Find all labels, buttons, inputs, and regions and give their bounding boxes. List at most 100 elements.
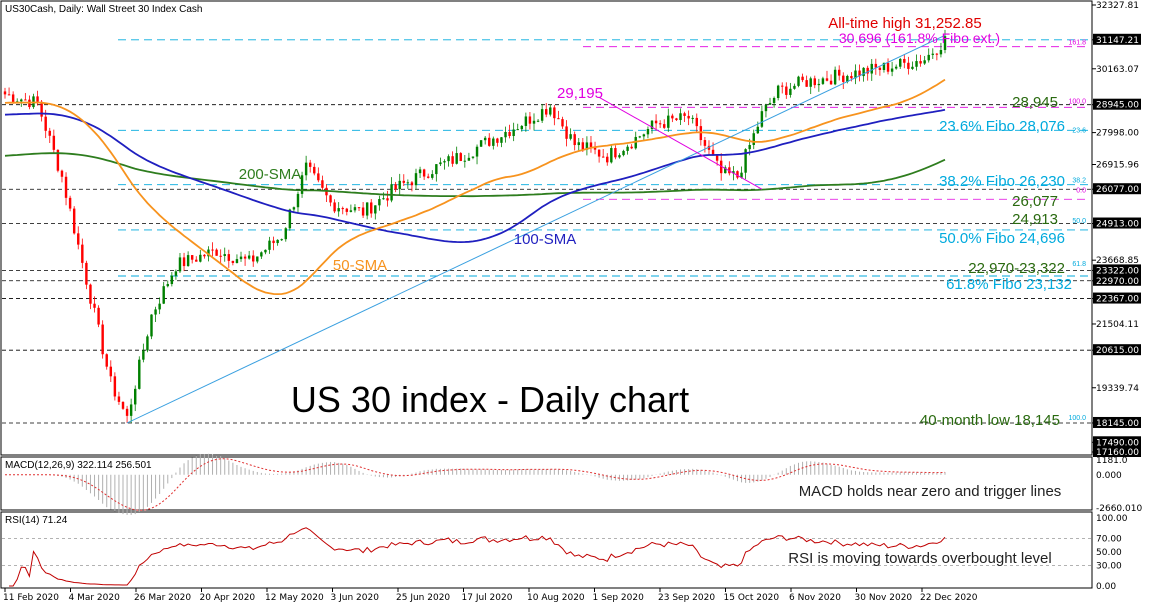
price-axis-label: 20615.00 xyxy=(1096,346,1139,356)
candle-body xyxy=(907,62,910,69)
candle-body xyxy=(81,244,84,263)
candle-body xyxy=(581,142,585,150)
candle-body xyxy=(752,133,755,145)
candle-body xyxy=(540,109,544,121)
price-axis-label: 22970.00 xyxy=(1096,277,1139,287)
candle-body xyxy=(557,118,560,120)
candle-body xyxy=(488,137,491,146)
x-axis-label: 10 Aug 2020 xyxy=(527,593,585,603)
x-axis-label: 4 Mar 2020 xyxy=(69,593,121,603)
candle-body xyxy=(239,256,243,260)
candle-body xyxy=(129,404,133,416)
candle-body xyxy=(878,67,882,70)
rsi-panel xyxy=(0,511,1093,589)
price-axis-box xyxy=(1093,98,1141,110)
fibo-tag: 0.0 xyxy=(1076,188,1086,195)
candle-body xyxy=(638,136,642,138)
candle-body xyxy=(406,182,410,184)
candle-body xyxy=(231,260,235,263)
candle-body xyxy=(870,63,873,74)
candle-body xyxy=(740,172,743,178)
candle-body xyxy=(512,129,515,137)
candle-body xyxy=(544,109,548,115)
x-axis-label: 1 Sep 2020 xyxy=(593,593,645,603)
candle-body xyxy=(125,408,129,416)
candle-body xyxy=(931,53,935,55)
candle-body xyxy=(48,130,51,136)
trend-lines xyxy=(126,34,946,424)
fibo-tag: 161.8 xyxy=(1068,40,1086,47)
price-axis-label: 31147.21 xyxy=(1096,36,1139,46)
candle-body xyxy=(650,120,654,130)
candle-body xyxy=(577,142,580,146)
candle-body xyxy=(837,69,841,76)
candle-body xyxy=(687,115,690,119)
price-axis-box xyxy=(1093,264,1141,276)
fibo-tag: 50.0 xyxy=(1072,218,1086,225)
sma200-line xyxy=(4,152,946,198)
candle-body xyxy=(44,116,47,131)
fibo-236-label: 23.6% Fibo 28,076 xyxy=(939,118,1065,135)
fibo-tag: 100.0 xyxy=(1068,98,1086,105)
price-axis-box xyxy=(1093,33,1141,45)
candle-body xyxy=(284,228,287,240)
candle-body xyxy=(272,240,275,244)
candle-body xyxy=(654,120,658,124)
candle-body xyxy=(825,78,829,81)
macd-series xyxy=(5,453,946,515)
candle-body xyxy=(850,75,853,79)
candle-body xyxy=(7,94,11,96)
axis-labels: 32327.81 31147.21 30163.07 28945.00 27998.00… xyxy=(3,1,1142,603)
candle-body xyxy=(414,173,418,186)
ath-label: All-time high 31,252.85 xyxy=(828,15,981,32)
candle-body xyxy=(561,119,564,127)
candle-body xyxy=(447,156,450,162)
x-axis-label: 25 Jun 2020 xyxy=(396,593,450,603)
candle-body xyxy=(235,259,239,263)
candle-body xyxy=(463,160,467,162)
candle-body xyxy=(915,61,918,67)
candle-body xyxy=(829,80,833,85)
price-axis-box xyxy=(1093,292,1141,304)
candle-body xyxy=(504,131,507,138)
sma100-label: 100-SMA xyxy=(514,231,577,248)
price-axis-label: 17160.00 xyxy=(1096,448,1139,458)
candle-body xyxy=(882,62,886,70)
candle-body xyxy=(691,117,694,119)
candle-body xyxy=(601,156,605,158)
rsi-axis-label: 70.00 xyxy=(1096,534,1122,544)
candle-body xyxy=(663,124,666,128)
candle-body xyxy=(719,160,723,174)
candle-body xyxy=(711,149,715,156)
candle-body xyxy=(903,58,906,63)
candle-body xyxy=(821,78,825,84)
x-axis-label: 12 May 2020 xyxy=(265,593,324,603)
candle-body xyxy=(597,149,601,157)
price-axis-label: 19339.74 xyxy=(1096,384,1139,394)
candle-body xyxy=(150,314,153,337)
candle-body xyxy=(671,115,674,119)
candle-body xyxy=(215,249,218,256)
candle-body xyxy=(138,359,141,389)
candle-body xyxy=(243,256,247,259)
price-axis-label: 22367.00 xyxy=(1096,295,1139,305)
candle-body xyxy=(426,176,430,178)
fibo-tag: 61.8 xyxy=(1072,261,1086,268)
macd-note: MACD holds near zero and trigger lines xyxy=(799,483,1062,500)
fibo-ext-label: 30,696 (161.8% Fibo ext.) xyxy=(839,30,1000,46)
rsi-series xyxy=(2,527,1091,587)
candle-body xyxy=(402,180,406,183)
candle-body xyxy=(553,107,556,119)
x-axis-label: 11 Feb 2020 xyxy=(3,593,59,603)
candle-body xyxy=(247,255,251,259)
candle-body xyxy=(162,286,165,304)
candle-body xyxy=(357,207,361,209)
candle-body xyxy=(703,140,707,146)
uptrend-line xyxy=(126,34,946,424)
candle-body xyxy=(776,85,780,99)
candle-body xyxy=(695,117,698,127)
candle-body xyxy=(321,180,324,188)
price-axis-box xyxy=(1093,183,1141,195)
candle-body xyxy=(744,149,747,173)
candle-body xyxy=(170,275,174,285)
